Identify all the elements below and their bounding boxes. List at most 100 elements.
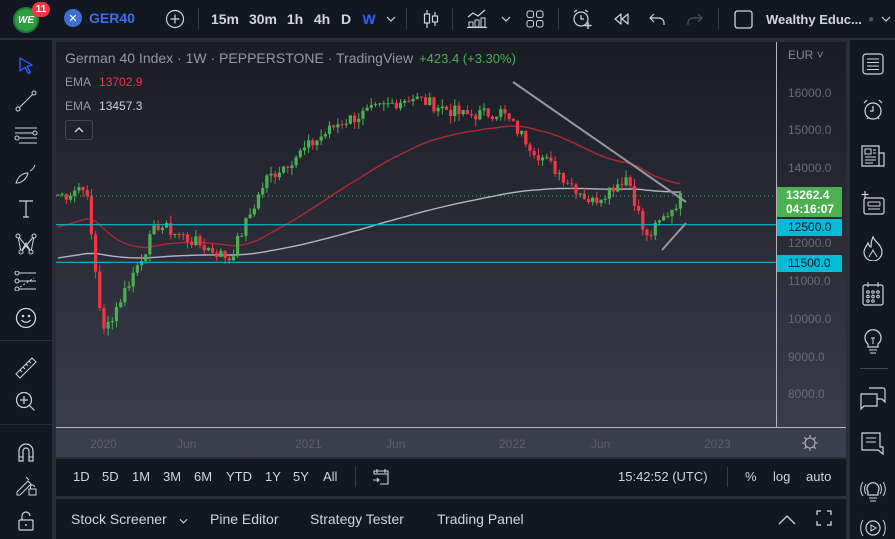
time-tick: Jun	[591, 437, 611, 451]
alerts-button[interactable]	[850, 92, 895, 128]
layout-grid-icon	[526, 10, 544, 28]
chart-title: German 40 Index · 1W · PEPPERSTONE · Tra…	[65, 50, 414, 66]
indicators-dropdown[interactable]	[500, 0, 512, 38]
interval-15m[interactable]: 15m	[210, 11, 240, 27]
separator	[0, 424, 52, 425]
current-price: 13262.4	[786, 188, 830, 202]
interval-w[interactable]: W	[362, 11, 376, 27]
range-3m[interactable]: 3M	[163, 469, 182, 484]
unlock-icon	[18, 511, 34, 531]
pencil-lock-icon	[16, 476, 37, 496]
live-streams-button[interactable]	[850, 510, 895, 539]
utc-clock[interactable]: 15:42:52 (UTC)	[618, 469, 708, 484]
tab-strategy-tester[interactable]: Strategy Tester	[310, 511, 404, 527]
collapse-legend-button[interactable]	[65, 120, 93, 140]
layout-dropdown[interactable]	[880, 0, 892, 38]
tab-trading-panel[interactable]: Trading Panel	[437, 511, 524, 527]
calendar-button[interactable]	[850, 276, 895, 312]
time-tick: 2022	[499, 437, 526, 451]
tab-stock-screener[interactable]: Stock Screener	[71, 511, 188, 527]
square-icon	[733, 9, 753, 29]
calendar-icon	[861, 282, 884, 306]
right-sidebar	[850, 40, 895, 539]
expand-panel-button[interactable]	[778, 512, 796, 528]
fullscreen-toggle[interactable]	[732, 0, 754, 38]
hline-label-12500: 12500.0	[777, 219, 842, 236]
separator	[558, 8, 559, 30]
plus-circle-icon	[165, 9, 185, 29]
range-all[interactable]: All	[323, 469, 338, 484]
news-button[interactable]	[850, 138, 895, 174]
interval-30m[interactable]: 30m	[248, 11, 278, 27]
separator	[727, 467, 728, 487]
auto-scale-toggle[interactable]: auto	[806, 469, 832, 484]
chevron-up-icon	[778, 515, 796, 525]
chart-settings-button[interactable]	[801, 434, 819, 457]
data-window-button[interactable]	[850, 185, 895, 221]
pattern-tool[interactable]	[0, 228, 52, 260]
undo-button[interactable]	[646, 0, 668, 38]
range-5d[interactable]: 5D	[102, 469, 119, 484]
lock-drawings[interactable]	[0, 470, 52, 502]
price-axis[interactable]: EUR ˅ 16000.0 15000.0 14000.0 12000.0 11…	[776, 42, 846, 427]
lock-all-drawings[interactable]	[0, 505, 52, 537]
chats-button[interactable]	[850, 380, 895, 416]
play-broadcast-icon	[859, 519, 886, 536]
cursor-tool[interactable]	[0, 50, 52, 82]
go-to-date-button[interactable]	[372, 468, 390, 489]
public-chats-button[interactable]	[850, 426, 895, 462]
price-tick: 10000.0	[788, 312, 832, 326]
redo-button[interactable]	[684, 0, 706, 38]
replay-button[interactable]	[610, 0, 632, 38]
hotlists-button[interactable]	[850, 230, 895, 266]
chart-pane[interactable]: German 40 Index · 1W · PEPPERSTONE · Tra…	[56, 42, 846, 457]
indicators-button[interactable]	[465, 0, 489, 38]
price-tick: 16000.0	[788, 86, 832, 100]
text-tool[interactable]	[0, 193, 52, 225]
ideas-button[interactable]	[850, 323, 895, 359]
layout-name[interactable]: Wealthy Educ...	[766, 11, 862, 27]
chevron-down-icon	[386, 16, 396, 22]
range-ytd[interactable]: YTD	[226, 469, 252, 484]
ema-slow-legend[interactable]: EMA 13457.3	[65, 99, 143, 113]
range-1y[interactable]: 1Y	[265, 469, 281, 484]
trend-line-tool[interactable]	[0, 85, 52, 117]
chevron-down-icon	[881, 16, 891, 22]
streams-button[interactable]	[850, 472, 895, 508]
price-chart[interactable]	[56, 42, 776, 427]
measure-tool[interactable]	[0, 352, 52, 384]
log-scale-toggle[interactable]: log	[773, 469, 791, 484]
interval-dropdown[interactable]	[384, 0, 398, 38]
range-6m[interactable]: 6M	[194, 469, 213, 484]
prediction-tool[interactable]	[0, 265, 52, 297]
currency-selector[interactable]: EUR ˅	[788, 48, 824, 62]
magnet-mode[interactable]	[0, 436, 52, 468]
tab-pine-editor[interactable]: Pine Editor	[210, 511, 279, 527]
icon-tool[interactable]	[0, 302, 52, 334]
drawing-toolbar	[0, 40, 52, 539]
interval-d[interactable]: D	[340, 11, 352, 27]
watchlist-button[interactable]	[850, 46, 895, 82]
symbol-search[interactable]: ✕ GER40	[64, 9, 135, 27]
interval-1h[interactable]: 1h	[286, 11, 304, 27]
separator	[452, 8, 453, 30]
create-alert-button[interactable]	[570, 0, 594, 38]
compare-symbol-button[interactable]	[163, 0, 187, 38]
maximize-panel-button[interactable]	[816, 510, 832, 529]
range-1m[interactable]: 1M	[132, 469, 151, 484]
time-axis[interactable]: 2020 Jun 2021 Jun 2022 Jun 2023	[56, 427, 846, 457]
replay-icon	[614, 13, 629, 25]
brush-tool[interactable]	[0, 158, 52, 190]
bottom-panel-tabs: Stock Screener Pine Editor Strategy Test…	[56, 499, 846, 539]
percent-scale-toggle[interactable]: %	[745, 469, 757, 484]
zoom-in-tool[interactable]	[0, 386, 52, 418]
layout-button[interactable]	[524, 0, 546, 38]
range-1d[interactable]: 1D	[73, 469, 90, 484]
chart-type-button[interactable]	[420, 0, 442, 38]
fib-tool[interactable]	[0, 120, 52, 152]
range-5y[interactable]: 5Y	[293, 469, 309, 484]
broadcast-bulb-icon	[859, 481, 886, 502]
ema-fast-legend[interactable]: EMA 13702.9	[65, 75, 143, 89]
interval-4h[interactable]: 4h	[313, 11, 331, 27]
price-tick: 15000.0	[788, 123, 832, 137]
